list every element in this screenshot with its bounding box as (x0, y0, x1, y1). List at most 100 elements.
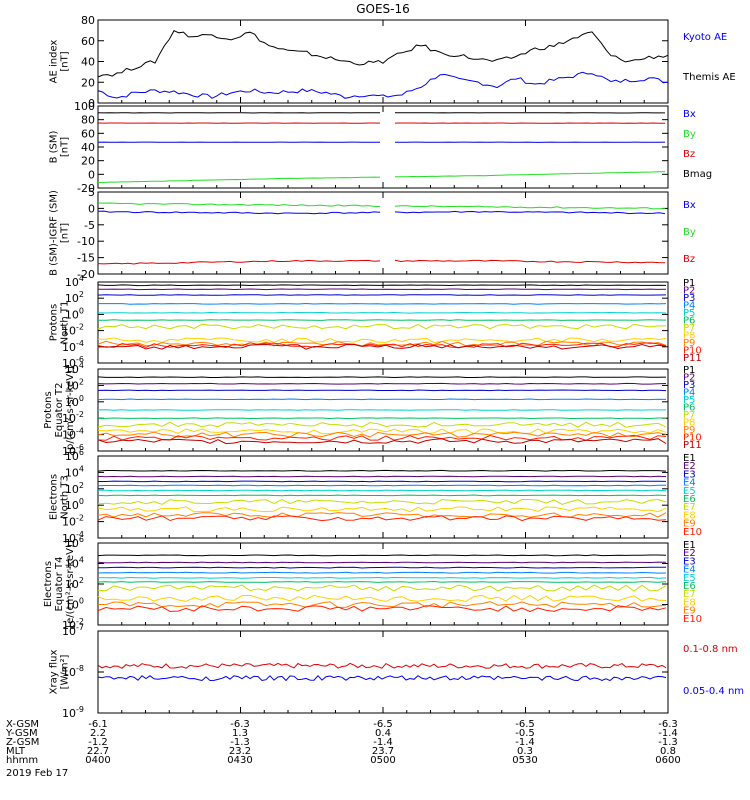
footer-row-label: Y-GSM (5, 728, 38, 739)
ephemeris-footer: X-GSM -6.1 -6.3 -6.5 -6.5 -6.3Y-GSM 2.2 1.3 0.4-… (5, 719, 681, 779)
legend-label: E8 (683, 597, 696, 608)
y-tick-label: -10 (77, 235, 95, 248)
legend-label: P7 (683, 410, 695, 421)
legend-label: Kyoto AE (683, 32, 727, 43)
y-tick-label: 100 (74, 100, 95, 113)
channel-line-p7 (97, 323, 666, 330)
y-axis-label: Electrons (43, 561, 54, 607)
footer-value: -6.3 (230, 719, 250, 730)
legend-label: E8 (683, 510, 696, 521)
footer-value: -6.5 (515, 719, 535, 730)
footer-value: -6.3 (658, 719, 678, 730)
channel-line-e1 (97, 469, 667, 472)
legend-label: P10 (683, 433, 702, 444)
channel-line-e10 (97, 515, 667, 522)
channel-line-p3 (97, 389, 667, 392)
legend-label: P4 (683, 388, 695, 399)
legend-label: P11 (683, 353, 702, 364)
channel-line-p1 (97, 376, 667, 379)
footer-value: 1.3 (232, 728, 248, 739)
channel-line-p9 (97, 431, 667, 438)
channel-line-e7 (97, 498, 667, 505)
channel-line-p9 (97, 340, 667, 347)
footer-value: 0.8 (660, 746, 676, 757)
channel-line-e3 (98, 480, 667, 483)
legend-label: P9 (683, 338, 695, 349)
y-axis-label: Protons (49, 304, 60, 341)
y-tick-label: 10-7 (62, 623, 84, 638)
y-tick-label: -15 (77, 252, 95, 265)
footer-value: 23.2 (229, 746, 251, 757)
channel-line-e1 (97, 554, 667, 557)
channel-line-e2 (97, 561, 667, 564)
legend-label: P3 (683, 293, 695, 304)
channel-line-p2 (97, 288, 667, 291)
footer-row-label: MLT (6, 746, 26, 757)
channel-line-e7 (97, 584, 667, 592)
legend-label: E4 (683, 478, 696, 489)
footer-value: -1.3 (658, 737, 678, 748)
legend-label: E6 (683, 581, 696, 592)
legend-label: P1 (683, 365, 695, 376)
y-tick-label: 102 (65, 481, 84, 496)
y-tick-label: 10-4 (62, 427, 84, 442)
y-tick-label: 20 (81, 155, 95, 168)
y-tick-label: -20 (77, 268, 95, 281)
legend-label: P9 (683, 425, 695, 436)
legend-label: E10 (683, 614, 702, 625)
legend-label: E10 (683, 527, 702, 538)
y-axis-label: B (SM) (49, 130, 60, 163)
legend-label: P2 (683, 373, 695, 384)
y-tick-label: 40 (81, 56, 95, 69)
footer-value: 0600 (655, 755, 680, 766)
y-tick-label: 10-9 (62, 705, 84, 720)
channel-line-e8 (97, 594, 667, 602)
channel-line-e5 (97, 489, 667, 492)
legend-label: E2 (683, 548, 696, 559)
channel-line-e3 (97, 566, 666, 569)
y-tick-label: 10-4 (62, 339, 84, 354)
channel-line-e9 (97, 512, 667, 519)
legend-label: Themis AE (682, 72, 736, 83)
footer-value: 2.2 (90, 728, 106, 739)
legend-label: Bmag (683, 169, 712, 180)
y-tick-label: 106 (65, 448, 84, 463)
footer-date: 2019 Feb 17 (6, 768, 68, 779)
y-tick-label: 0 (88, 97, 95, 110)
legend-label: P6 (683, 316, 695, 327)
channel-line-p8 (97, 337, 667, 344)
series-line-bx (97, 210, 381, 215)
footer-value: 0.3 (517, 746, 533, 757)
y-tick-label: 60 (81, 35, 95, 48)
channel-line-e2 (97, 475, 667, 478)
channel-line-p5 (97, 311, 667, 314)
y-axis-label: [W/m²] (60, 654, 71, 689)
y-tick-label: 104 (65, 556, 84, 571)
y-tick-label: 10-2 (62, 410, 84, 425)
legend-label: E4 (683, 565, 696, 576)
y-tick-label: 80 (81, 14, 95, 27)
series-line-themis-ae (97, 30, 669, 78)
y-axis-label: Electrons (49, 474, 60, 520)
legend-label: P5 (683, 308, 695, 319)
series-line-bx (394, 210, 666, 215)
legend-label: 0.05-0.4 nm (683, 686, 744, 697)
channel-line-e10 (97, 605, 667, 613)
legend-label: E3 (683, 469, 696, 480)
legend-label: E2 (683, 461, 696, 472)
footer-value: -1.4 (515, 737, 535, 748)
y-axis-label: Equator T2 (54, 383, 65, 438)
channel-line-p6 (97, 417, 666, 420)
legend-label: P8 (683, 331, 695, 342)
y-tick-label: 100 (65, 497, 84, 512)
y-tick-label: 10-8 (62, 664, 84, 679)
channel-line-e5 (97, 576, 667, 579)
legend-label: By (683, 129, 696, 140)
legend-label: P10 (683, 346, 702, 357)
panel-frame (97, 455, 669, 539)
y-tick-label: 104 (65, 464, 84, 479)
y-tick-label: 100 (65, 394, 84, 409)
legend-label: Bx (683, 200, 696, 211)
footer-value: 23.7 (372, 746, 394, 757)
